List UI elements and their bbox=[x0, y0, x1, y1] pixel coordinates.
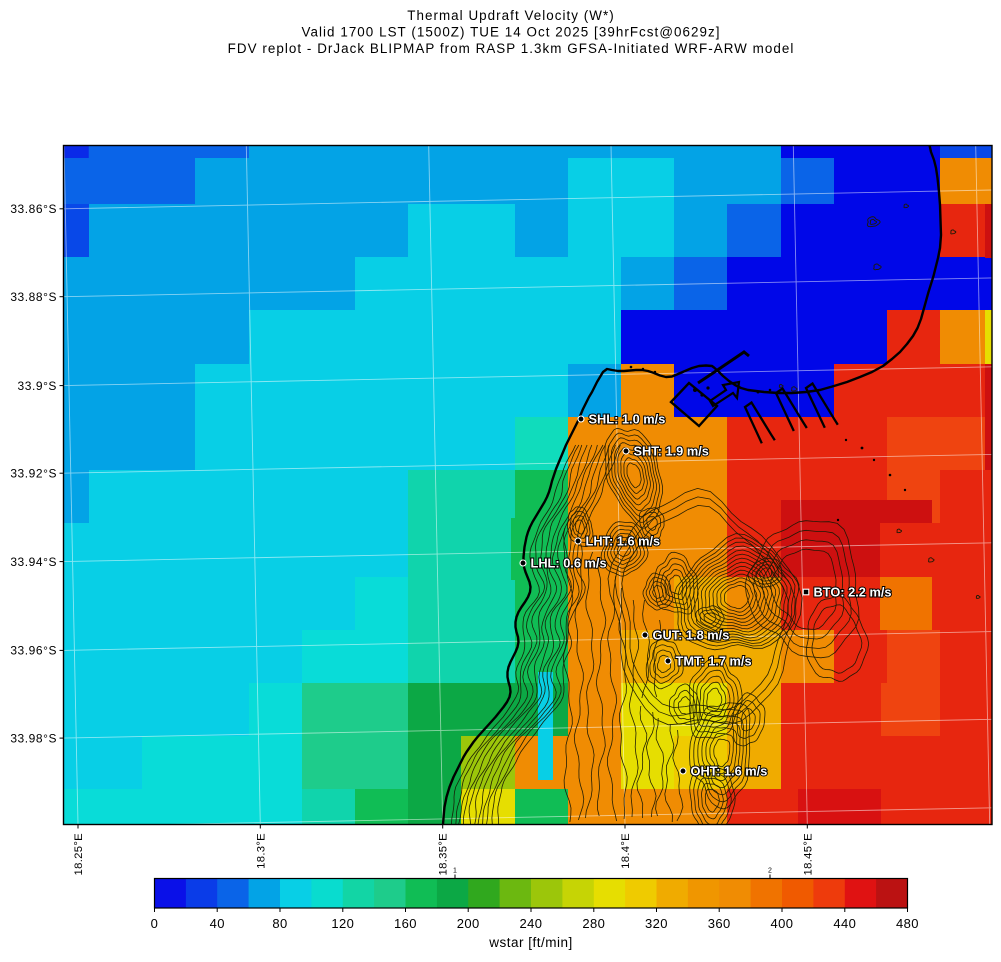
svg-text:80: 80 bbox=[272, 916, 287, 931]
svg-text:18.3°E: 18.3°E bbox=[255, 833, 267, 869]
svg-text:0: 0 bbox=[151, 916, 159, 931]
svg-text:SHL: 1.0 m/s: SHL: 1.0 m/s bbox=[589, 412, 666, 427]
svg-text:480: 480 bbox=[896, 916, 919, 931]
svg-text:LHL: 0.6 m/s: LHL: 0.6 m/s bbox=[531, 556, 607, 571]
svg-text:BTO: 2.2 m/s: BTO: 2.2 m/s bbox=[814, 585, 892, 600]
svg-text:LHT: 1.6 m/s: LHT: 1.6 m/s bbox=[586, 534, 661, 549]
svg-text:200: 200 bbox=[457, 916, 480, 931]
svg-text:33.98°S: 33.98°S bbox=[10, 731, 57, 745]
svg-text:OHT: 1.6 m/s: OHT: 1.6 m/s bbox=[691, 764, 768, 779]
svg-text:18.35°E: 18.35°E bbox=[438, 833, 450, 876]
svg-text:33.96°S: 33.96°S bbox=[10, 644, 57, 658]
svg-text:18.25°E: 18.25°E bbox=[73, 833, 85, 876]
svg-text:33.92°S: 33.92°S bbox=[10, 466, 57, 480]
svg-text:33.86°S: 33.86°S bbox=[10, 202, 57, 216]
svg-text:240: 240 bbox=[520, 916, 543, 931]
svg-text:TMT: 1.7 m/s: TMT: 1.7 m/s bbox=[676, 654, 752, 669]
svg-text:280: 280 bbox=[582, 916, 605, 931]
svg-text:360: 360 bbox=[708, 916, 731, 931]
svg-text:40: 40 bbox=[210, 916, 225, 931]
svg-text:1: 1 bbox=[453, 868, 457, 875]
svg-text:400: 400 bbox=[771, 916, 794, 931]
svg-text:120: 120 bbox=[331, 916, 354, 931]
svg-text:160: 160 bbox=[394, 916, 417, 931]
svg-text:33.94°S: 33.94°S bbox=[10, 555, 57, 569]
svg-text:33.9°S: 33.9°S bbox=[18, 379, 57, 393]
svg-text:FDV replot - DrJack BLIPMAP fr: FDV replot - DrJack BLIPMAP from RASP 1.… bbox=[228, 41, 795, 56]
svg-text:Valid 1700 LST (1500Z) TUE 14: Valid 1700 LST (1500Z) TUE 14 Oct 2025 [… bbox=[302, 25, 721, 40]
svg-text:320: 320 bbox=[645, 916, 668, 931]
svg-text:wstar [ft/min]: wstar [ft/min] bbox=[488, 935, 573, 950]
svg-text:18.4°E: 18.4°E bbox=[620, 833, 632, 869]
svg-text:18.45°E: 18.45°E bbox=[802, 833, 814, 876]
svg-text:GUT: 1.8 m/s: GUT: 1.8 m/s bbox=[653, 628, 730, 643]
svg-text:2: 2 bbox=[768, 868, 772, 875]
svg-text:440: 440 bbox=[833, 916, 856, 931]
svg-text:SHT: 1.9 m/s: SHT: 1.9 m/s bbox=[634, 444, 709, 459]
svg-text:Thermal Updraft Velocity (W*): Thermal Updraft Velocity (W*) bbox=[407, 8, 615, 23]
svg-text:33.88°S: 33.88°S bbox=[10, 290, 57, 304]
